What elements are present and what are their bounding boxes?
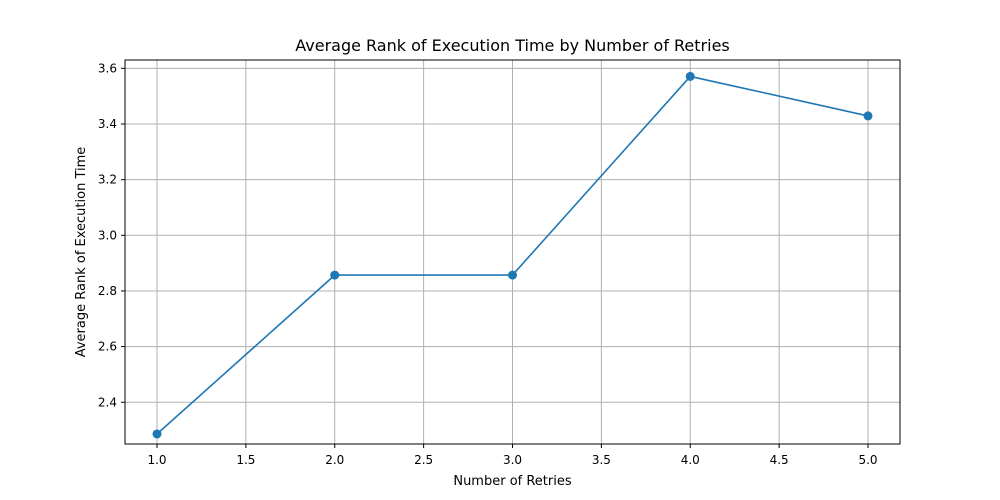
x-axis-label: Number of Retries: [453, 474, 572, 489]
data-point: [508, 270, 517, 280]
y-axis: 2.4 2.6 2.8 3.0 3.2 3.4 3.6: [98, 61, 125, 409]
x-tick-label: 1.0: [147, 453, 166, 467]
y-tick-label: 3.4: [98, 117, 117, 131]
grid-lines: [125, 60, 900, 444]
chart-title: Average Rank of Execution Time by Number…: [295, 36, 730, 55]
x-tick-label: 3.5: [592, 453, 611, 467]
y-tick-label: 3.0: [98, 228, 117, 242]
x-tick-label: 3.0: [503, 453, 522, 467]
x-tick-label: 4.0: [681, 453, 700, 467]
y-axis-label: Average Rank of Execution Time: [74, 147, 89, 358]
y-tick-label: 2.4: [98, 395, 117, 409]
data-point: [685, 71, 695, 81]
data-point: [330, 270, 340, 280]
x-tick-label: 1.5: [236, 453, 255, 467]
y-tick-label: 2.8: [98, 284, 117, 298]
x-tick-label: 5.0: [858, 453, 877, 467]
y-tick-label: 3.2: [98, 173, 117, 187]
x-tick-label: 2.0: [325, 453, 344, 467]
x-tick-label: 4.5: [770, 453, 789, 467]
y-tick-label: 3.6: [98, 61, 117, 75]
data-point: [863, 111, 873, 121]
x-tick-label: 2.5: [414, 453, 433, 467]
y-tick-label: 2.6: [98, 340, 117, 354]
data-point: [152, 429, 162, 439]
x-axis: 1.0 1.5 2.0 2.5 3.0 3.5 4.0 4.5 5.0: [147, 444, 878, 467]
series-group: [152, 71, 873, 439]
